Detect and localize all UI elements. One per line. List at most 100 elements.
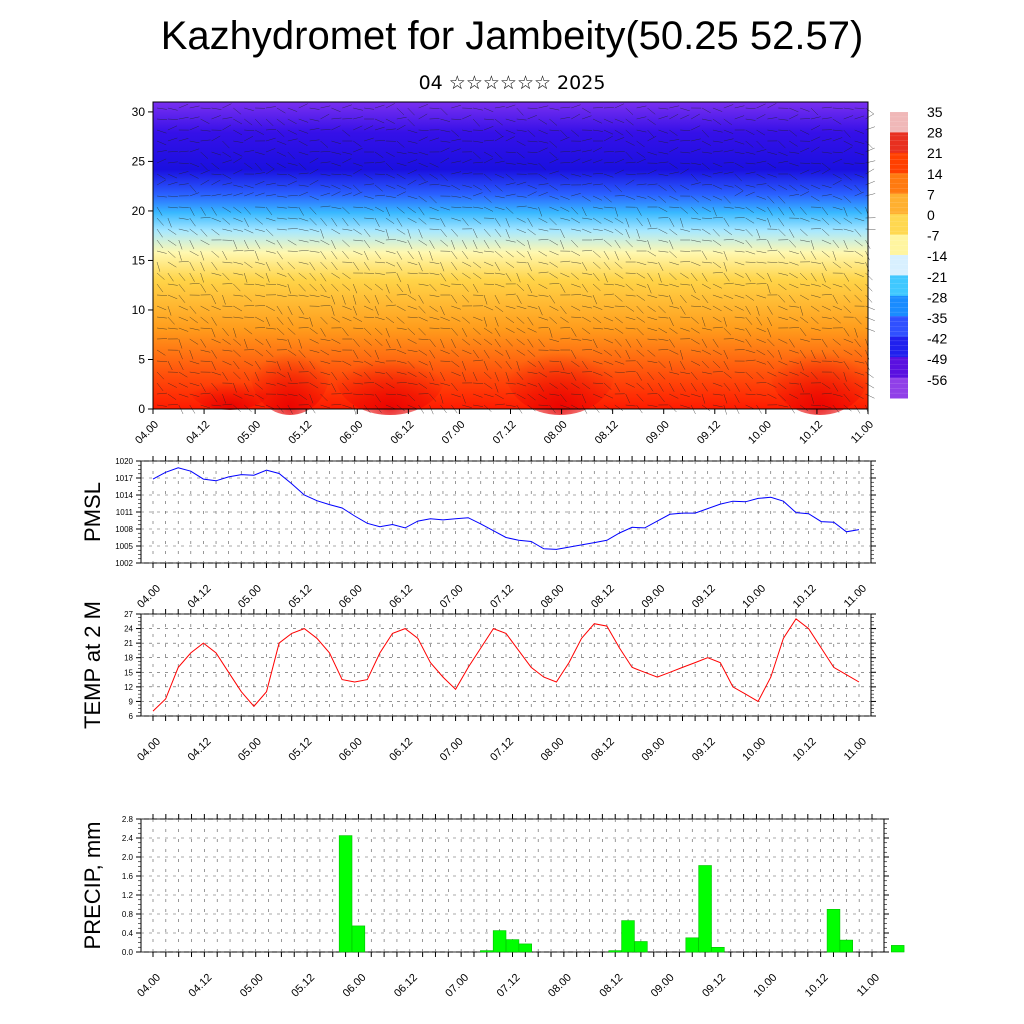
colorbar-label: -28 <box>927 289 947 305</box>
wind-barb <box>287 195 298 197</box>
wind-barb <box>723 217 730 227</box>
wind-barb <box>854 316 862 325</box>
x-tick-label: 10.00 <box>751 972 779 1000</box>
wind-barb <box>254 272 264 279</box>
wind-barb <box>494 382 499 393</box>
wind-barb <box>712 393 723 396</box>
wind-barb <box>353 206 364 208</box>
wind-barb <box>821 404 832 409</box>
wind-barb <box>560 116 571 120</box>
wind-barb <box>298 393 308 400</box>
wind-barb <box>309 338 319 344</box>
wind-barb <box>189 382 200 387</box>
wind-barb <box>734 140 745 145</box>
wind-barb <box>582 217 593 220</box>
wind-barb <box>505 182 516 186</box>
x-tick-label: 08.12 <box>593 419 621 447</box>
wind-barb <box>767 382 777 388</box>
wind-barb <box>810 136 821 142</box>
wind-barb <box>789 239 797 248</box>
wind-barb <box>440 393 444 404</box>
wind-barb <box>538 404 549 406</box>
x-tick-label: 04.12 <box>184 419 212 447</box>
wind-barb <box>745 261 756 263</box>
wind-barb <box>189 184 197 193</box>
wind-barb <box>843 360 850 370</box>
wind-barb <box>200 316 209 324</box>
y-tick-label: 1008 <box>115 525 133 534</box>
wind-barb <box>189 371 200 374</box>
wind-barb <box>407 217 417 223</box>
wind-barb <box>516 129 527 132</box>
wind-barb <box>276 173 287 176</box>
wind-barb <box>200 327 211 329</box>
wind-barb <box>407 349 418 353</box>
wind-barb <box>625 305 635 312</box>
wind-barb <box>276 283 287 287</box>
wind-barb <box>712 294 723 299</box>
wind-barb <box>625 161 636 164</box>
wind-barb <box>778 283 787 291</box>
wind-barb <box>516 107 524 116</box>
wind-barb <box>854 382 864 389</box>
wind-barb <box>723 184 734 188</box>
wind-barb <box>244 150 255 153</box>
wind-barb <box>298 272 307 280</box>
wind-barb <box>265 327 276 330</box>
wind-barb <box>603 393 614 399</box>
x-tick-label: 06.00 <box>337 583 365 611</box>
x-tick-label: 05.12 <box>286 736 314 764</box>
wind-barb <box>276 162 286 169</box>
wind-barb <box>222 117 233 120</box>
wind-barb <box>843 107 854 110</box>
wind-barb <box>244 393 254 397</box>
wind-barb <box>854 327 858 338</box>
wind-barb <box>680 129 691 131</box>
colorbar-label: -35 <box>927 310 947 326</box>
wind-barb <box>832 316 841 324</box>
wind-barb <box>734 316 745 319</box>
wind-barb <box>320 316 328 325</box>
wind-barb <box>309 360 316 370</box>
x-tick-label: 05.12 <box>289 972 317 1000</box>
wind-barb <box>734 184 744 191</box>
wind-barb <box>756 173 766 179</box>
wind-barb <box>756 349 766 356</box>
y-tick-label: 15 <box>132 253 146 267</box>
wind-barb <box>243 371 250 381</box>
wind-barb <box>799 184 810 191</box>
wind-barb <box>854 206 862 215</box>
wind-barb <box>821 162 830 170</box>
wind-barb <box>767 217 771 228</box>
wind-barb <box>712 371 723 373</box>
wind-barb <box>592 360 603 365</box>
wind-barb <box>592 294 598 305</box>
wind-barb <box>298 316 309 320</box>
wind-barb <box>581 107 591 114</box>
wind-barb <box>276 261 284 270</box>
wind-barb <box>265 261 271 272</box>
wind-barb <box>222 393 227 404</box>
wind-barb <box>832 158 843 164</box>
wind-barb <box>178 294 186 303</box>
wind-barb <box>832 180 842 186</box>
wind-barb <box>385 195 396 198</box>
wind-barb <box>712 283 723 289</box>
wind-barb <box>505 206 514 214</box>
wind-barb <box>352 261 359 271</box>
wind-barb <box>538 173 548 180</box>
wind-barb <box>723 261 728 272</box>
wind-barb <box>734 173 742 182</box>
wind-barb <box>255 327 266 329</box>
wind-barb <box>472 349 480 359</box>
wind-barb <box>767 173 777 178</box>
wind-barb <box>756 239 767 241</box>
wind-barb <box>538 238 549 241</box>
wind-barb <box>527 338 534 348</box>
wind-barb <box>789 114 799 120</box>
wind-barb <box>418 327 426 336</box>
wind-barb <box>778 272 789 276</box>
wind-barb <box>734 349 745 351</box>
wind-barb <box>538 140 549 144</box>
wind-barb <box>832 393 843 397</box>
